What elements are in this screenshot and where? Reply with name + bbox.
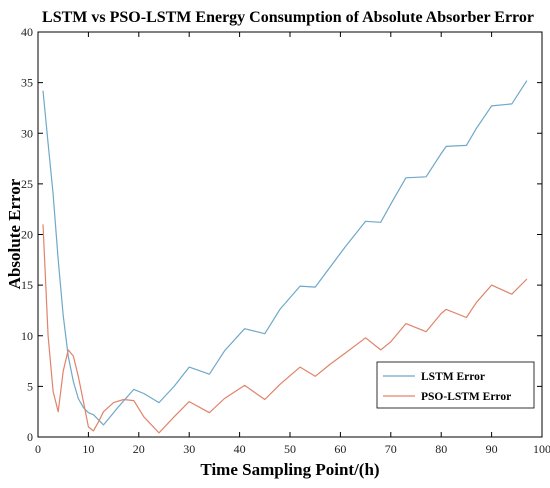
y-tick-label: 40: [21, 25, 33, 39]
x-axis: 0 10 20 30 40 50 60 70 80 90 100: [35, 32, 550, 456]
y-tick-label: 0: [27, 430, 33, 444]
x-tick-label: 50: [284, 442, 296, 456]
x-tick-label: 10: [82, 442, 94, 456]
x-tick-label: 40: [234, 442, 246, 456]
legend-box: [376, 361, 535, 409]
series-layer: [42, 80, 528, 434]
y-tick-label: 30: [21, 126, 33, 140]
chart-title: LSTM vs PSO-LSTM Energy Consumption of A…: [42, 9, 534, 26]
legend-label-lstm: LSTM Error: [421, 371, 485, 383]
y-tick-label: 20: [21, 228, 33, 242]
x-axis-label: Time Sampling Point/(h): [200, 460, 379, 479]
x-tick-label: 80: [435, 442, 447, 456]
x-tick-label: 30: [183, 442, 195, 456]
y-tick-label: 25: [21, 177, 33, 191]
x-tick-label: 90: [486, 442, 498, 456]
x-tick-label: 70: [385, 442, 397, 456]
y-tick-label: 15: [21, 278, 33, 292]
y-tick-label: 5: [27, 379, 33, 393]
x-tick-label: 100: [533, 442, 550, 456]
y-axis: 0 5 10 15 20 25 30 35 40: [21, 25, 542, 444]
x-tick-label: 20: [133, 442, 145, 456]
series-line-pso-lstm: [42, 224, 528, 434]
x-tick-label: 0: [35, 442, 41, 456]
y-tick-label: 10: [21, 329, 33, 343]
y-tick-label: 35: [21, 76, 33, 90]
legend-label-pso-lstm: PSO-LSTM Error: [421, 391, 511, 403]
legend: LSTM Error PSO-LSTM Error: [376, 361, 535, 409]
x-tick-label: 60: [334, 442, 346, 456]
series-line-lstm: [42, 80, 528, 426]
y-axis-label: Absolute Error: [5, 178, 24, 289]
